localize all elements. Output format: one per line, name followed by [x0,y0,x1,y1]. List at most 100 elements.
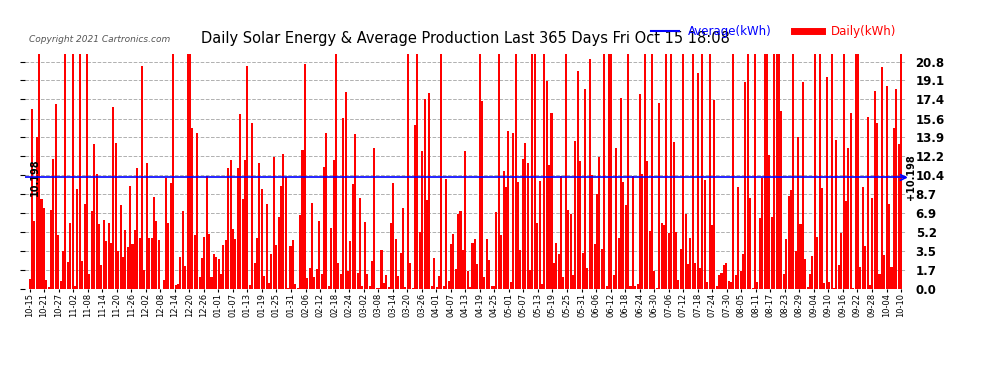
Bar [338,263,340,289]
Bar [478,54,481,289]
Bar [167,223,169,289]
Bar [186,54,188,289]
Bar [409,264,411,289]
Bar [232,229,234,289]
Bar [816,237,819,289]
Bar [402,209,404,289]
Bar [306,278,308,289]
Bar [88,274,90,289]
Bar [680,249,682,289]
Bar [248,285,250,289]
Bar [640,94,642,289]
Bar [742,254,744,289]
Bar [735,275,737,289]
Bar [108,223,110,289]
Bar [368,286,370,289]
Bar [871,198,873,289]
Bar [512,133,514,289]
Bar [550,113,552,289]
Bar [668,232,670,289]
Bar [537,223,539,289]
Bar [270,254,272,289]
Bar [598,158,600,289]
Bar [756,282,758,289]
Bar [766,54,768,289]
Bar [785,239,787,289]
Bar [809,274,811,289]
Bar [69,223,71,289]
Bar [733,54,735,289]
Bar [706,282,708,289]
Bar [692,54,694,289]
Bar [134,230,136,289]
Bar [150,238,152,289]
Bar [821,188,823,289]
Bar [316,268,318,289]
Bar [86,54,88,289]
Bar [228,168,230,289]
Bar [240,114,242,289]
Bar [491,286,493,289]
Bar [483,277,485,289]
Bar [663,225,665,289]
Legend: Average(kWh), Daily(kWh): Average(kWh), Daily(kWh) [646,21,900,43]
Bar [635,286,637,289]
Bar [304,64,306,289]
Bar [282,153,284,289]
Bar [610,54,613,289]
Bar [881,67,883,289]
Bar [452,234,454,289]
Bar [522,159,524,289]
Bar [471,243,473,289]
Bar [454,268,456,289]
Bar [174,285,176,289]
Bar [505,187,507,289]
Bar [532,54,534,289]
Bar [660,224,662,289]
Bar [359,198,361,289]
Bar [110,243,112,289]
Bar [275,245,277,289]
Bar [697,73,699,289]
Bar [758,218,761,289]
Text: 10.198: 10.198 [31,159,41,196]
Bar [763,54,765,289]
Bar [331,228,333,289]
Bar [462,250,464,289]
Bar [196,133,198,289]
Bar [469,287,471,289]
Bar [326,133,328,289]
Bar [792,54,794,289]
Bar [383,283,385,289]
Bar [615,148,617,289]
Bar [836,140,838,289]
Bar [728,281,730,289]
Bar [287,288,289,289]
Bar [541,284,543,289]
Bar [807,287,809,289]
Bar [670,54,672,289]
Bar [48,287,50,289]
Bar [488,260,490,289]
Bar [847,148,849,289]
Bar [804,259,806,289]
Bar [443,286,445,289]
Bar [761,178,763,289]
Bar [857,54,859,289]
Bar [218,260,220,289]
Bar [41,199,43,289]
Bar [215,256,218,289]
Bar [826,76,828,289]
Bar [434,258,436,289]
Bar [749,198,751,289]
Bar [421,150,423,289]
Bar [545,81,547,289]
Bar [773,54,775,289]
Bar [400,253,402,289]
Bar [34,220,36,289]
Bar [672,142,674,289]
Bar [79,54,81,289]
Bar [900,54,902,289]
Bar [438,276,440,289]
Bar [153,196,155,289]
